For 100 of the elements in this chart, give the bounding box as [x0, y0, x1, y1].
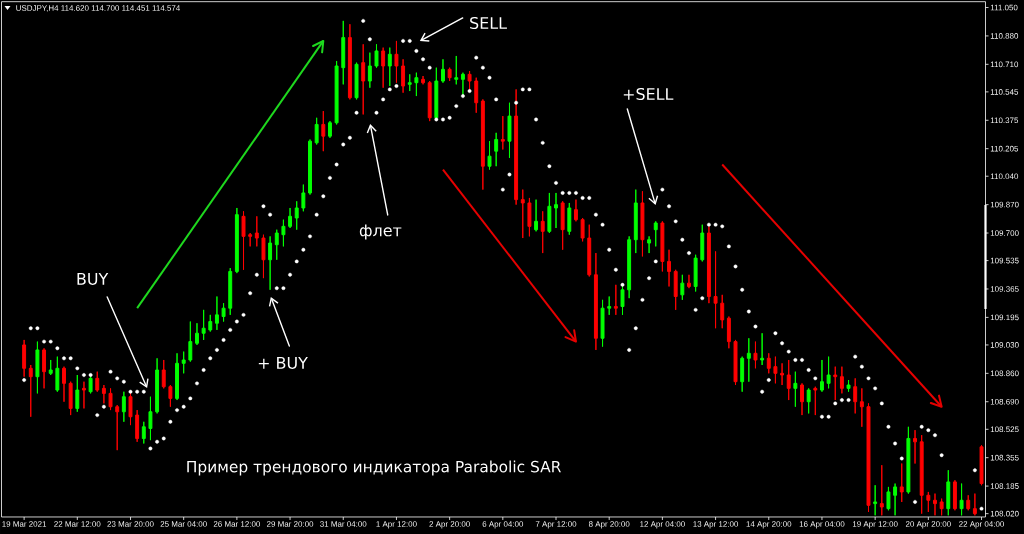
candlestick — [746, 337, 751, 383]
candlestick — [387, 47, 392, 87]
candlestick — [700, 224, 705, 262]
candlestick — [314, 117, 319, 145]
candlestick — [527, 197, 532, 237]
candlestick — [667, 249, 671, 287]
candlestick — [893, 483, 898, 516]
candlestick — [926, 491, 931, 513]
candlestick — [28, 364, 33, 418]
candlestick — [308, 138, 312, 196]
candlestick — [633, 189, 638, 254]
candlestick — [161, 359, 166, 389]
candlestick — [294, 200, 299, 231]
candlestick — [208, 314, 213, 333]
candlestick — [407, 73, 412, 92]
candlestick — [254, 215, 259, 247]
candlestick — [500, 115, 505, 151]
candlestick — [899, 463, 904, 503]
candlestick — [853, 377, 858, 414]
candlestick — [514, 88, 519, 206]
candlestick — [241, 210, 246, 271]
candlestick — [108, 387, 113, 411]
candlestick — [135, 409, 140, 443]
candlestick — [494, 132, 499, 167]
annotation: флет — [359, 224, 402, 240]
candlestick — [121, 391, 126, 423]
candlestick — [786, 359, 791, 401]
candlestick — [214, 296, 219, 331]
candlestick — [600, 299, 605, 348]
annotation: +SELL — [623, 87, 674, 101]
candlestick — [760, 332, 765, 366]
annotation: SELL — [470, 16, 507, 30]
candlestick — [972, 493, 977, 516]
candlestick — [906, 426, 911, 495]
candlestick — [879, 464, 884, 516]
candlestick — [22, 339, 27, 378]
candlestick — [454, 55, 459, 85]
candlestick — [48, 359, 53, 376]
candlestick — [460, 72, 465, 97]
candlestick — [726, 316, 731, 349]
candlestick — [540, 210, 545, 254]
candlestick — [261, 234, 266, 279]
candlestick — [720, 294, 725, 329]
candlestick — [354, 62, 359, 100]
candlestick — [361, 43, 366, 115]
candlestick — [374, 43, 379, 69]
candlestick — [547, 192, 552, 234]
candlestick — [680, 274, 685, 301]
candlestick — [148, 396, 153, 441]
candlestick — [952, 479, 957, 511]
candlestick — [793, 371, 798, 408]
candlestick — [826, 356, 831, 389]
candlestick — [946, 469, 951, 516]
candlestick — [62, 366, 66, 403]
candlestick — [753, 341, 758, 369]
candlestick — [288, 207, 293, 229]
candlestick — [833, 366, 838, 401]
candlestick — [733, 339, 738, 386]
candlestick — [919, 434, 924, 515]
candlestick — [155, 357, 160, 414]
candlestick — [228, 267, 233, 316]
candlestick — [806, 387, 811, 414]
candlestick — [573, 199, 578, 222]
candlestick — [234, 207, 239, 274]
candlestick — [740, 356, 745, 393]
candlestick — [567, 202, 572, 236]
candlestick — [321, 110, 326, 152]
candlestick — [507, 102, 512, 159]
candlestick — [480, 98, 485, 191]
candlestick — [175, 352, 179, 401]
candlestick — [42, 347, 47, 389]
candlestick — [687, 274, 691, 289]
candlestick — [274, 229, 279, 261]
annotation: Пример трендового индикатора Parabolic SAR — [187, 460, 561, 476]
candlestick — [647, 235, 652, 254]
candlestick — [613, 284, 618, 316]
candlestick — [221, 302, 226, 323]
candlestick — [773, 356, 778, 384]
candlestick — [421, 75, 425, 85]
candlestick — [474, 77, 479, 114]
candlestick — [520, 189, 525, 239]
candlestick — [188, 321, 193, 363]
candlestick — [487, 140, 492, 171]
candlestick — [873, 484, 878, 516]
candlestick — [181, 351, 186, 374]
candlestick — [673, 269, 678, 311]
candlestick — [414, 72, 419, 97]
candlestick — [580, 217, 585, 242]
candlestick — [640, 190, 645, 257]
candlestick — [95, 371, 100, 393]
candlestick — [467, 70, 472, 92]
candlestick — [886, 486, 891, 511]
candlestick — [627, 235, 632, 299]
candlestick — [441, 58, 445, 84]
candlestick — [593, 252, 598, 351]
candlestick — [819, 359, 824, 393]
candlestick — [35, 341, 40, 394]
candlestick — [301, 184, 306, 212]
candlestick — [447, 67, 452, 82]
candlestick — [660, 220, 665, 272]
